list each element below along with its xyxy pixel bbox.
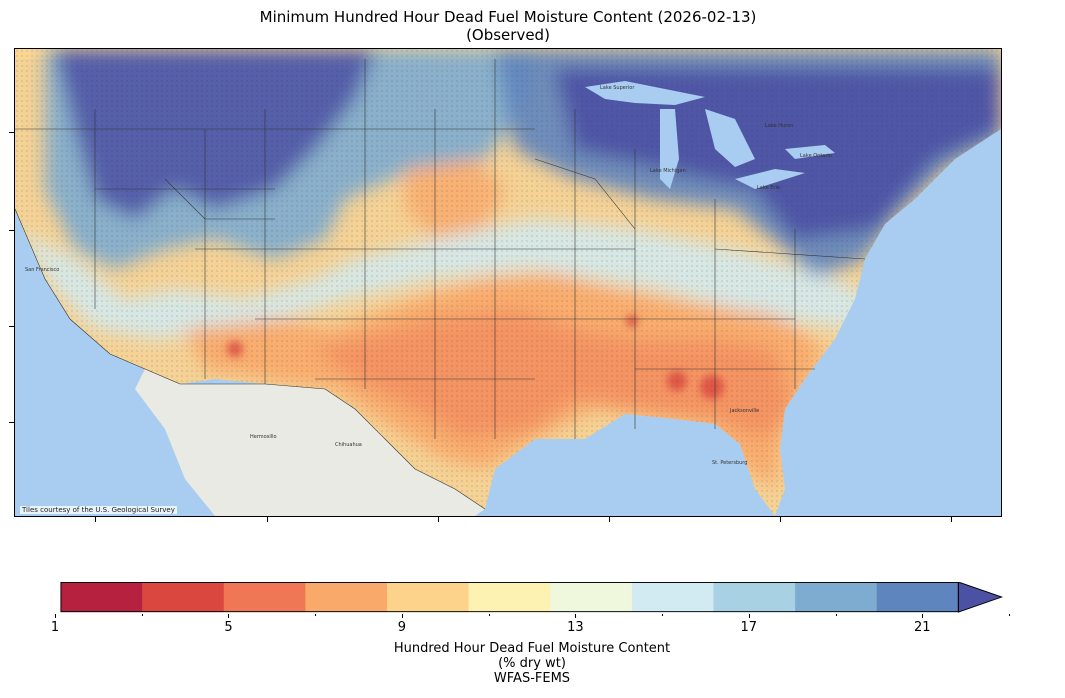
colorbar-segment (60, 582, 143, 613)
colorbar-tick-mark (488, 614, 490, 616)
colorbar-tick-label: 21 (913, 620, 931, 635)
colorbar-tick-mark (55, 614, 56, 618)
map-label-region5: Lake Ontario (800, 153, 832, 159)
colorbar-segment (468, 582, 551, 613)
colorbar-label: Hundred Hour Dead Fuel Moisture Content (393, 641, 671, 656)
map-label-city3: Hermosillo (250, 434, 277, 440)
x-axis-tick (438, 517, 439, 522)
map-canvas: San Francisco Chihuahua Hermosillo Jacks… (15, 49, 1001, 516)
fuel-moisture-map: San Francisco Chihuahua Hermosillo Jacks… (14, 48, 1002, 517)
state-boundaries (15, 59, 866, 510)
colorbar-units: (% dry wt) (498, 656, 566, 671)
colorbar-source: WFAS-FEMS (493, 671, 571, 686)
map-label-city5: St. Petersburg (712, 460, 747, 466)
lake-erie-shape (735, 169, 805, 189)
colorbar-segment (876, 582, 959, 613)
colorbar-tick-mark (575, 614, 577, 618)
map-label-region3: Lake Huron (765, 123, 793, 129)
colorbar-segment (142, 582, 225, 613)
colorbar-tick-mark (835, 614, 837, 616)
colorbar-tick-label: 1 (50, 620, 60, 635)
colorbar-tick-mark (141, 614, 143, 616)
map-label-region4: Lake Erie (757, 185, 780, 191)
lake-michigan-shape (660, 109, 679, 189)
colorbar-segment (713, 582, 796, 613)
map-subtitle: (Observed) (466, 26, 550, 44)
x-axis-tick (95, 517, 96, 522)
mexico-land (135, 369, 485, 516)
colorbar-segment (223, 582, 306, 613)
colorbar-tick-mark (228, 614, 230, 618)
x-axis-tick (609, 517, 610, 522)
map-label-city4: Jacksonville (729, 408, 759, 414)
colorbar-segment (305, 582, 388, 613)
colorbar-tick-mark (1009, 614, 1010, 616)
lake-huron-shape (705, 109, 755, 167)
map-label-city2: Chihuahua (335, 442, 362, 448)
colorbar-segment (550, 582, 633, 613)
lake-superior-shape (585, 81, 705, 105)
y-axis-tick (9, 230, 14, 231)
tile-attribution: Tiles courtesy of the U.S. Geological Su… (20, 506, 177, 514)
colorbar-tick-mark (748, 614, 750, 618)
colorbar-tick-mark (922, 614, 924, 618)
colorbar-tick-label: 13 (567, 620, 584, 635)
colorbar-segment (386, 582, 470, 613)
x-axis-tick (267, 517, 268, 522)
colorbar-tick-mark (662, 614, 664, 616)
map-label-region1: Lake Superior (600, 85, 635, 91)
x-axis-tick (780, 517, 781, 522)
map-label-region2: Lake Michigan (650, 168, 686, 174)
colorbar-segment (631, 582, 714, 613)
y-axis-tick (9, 132, 14, 133)
colorbar-tick-label: 9 (397, 620, 407, 635)
x-axis-tick (951, 517, 952, 522)
map-title: Minimum Hundred Hour Dead Fuel Moisture … (259, 8, 757, 26)
colorbar-tick-label: 5 (224, 620, 233, 635)
colorbar-tick-mark (315, 614, 317, 616)
colorbar (60, 582, 1004, 613)
colorbar-extend-arrow (957, 582, 1004, 613)
lake-ontario-shape (785, 145, 835, 159)
map-label-city1: San Francisco (25, 267, 59, 273)
colorbar-tick-mark (401, 614, 403, 618)
colorbar-segment (795, 582, 878, 613)
y-axis-tick (9, 422, 14, 423)
y-axis-tick (9, 326, 14, 327)
colorbar-outline (60, 582, 959, 613)
colorbar-tick-label: 17 (740, 620, 758, 635)
